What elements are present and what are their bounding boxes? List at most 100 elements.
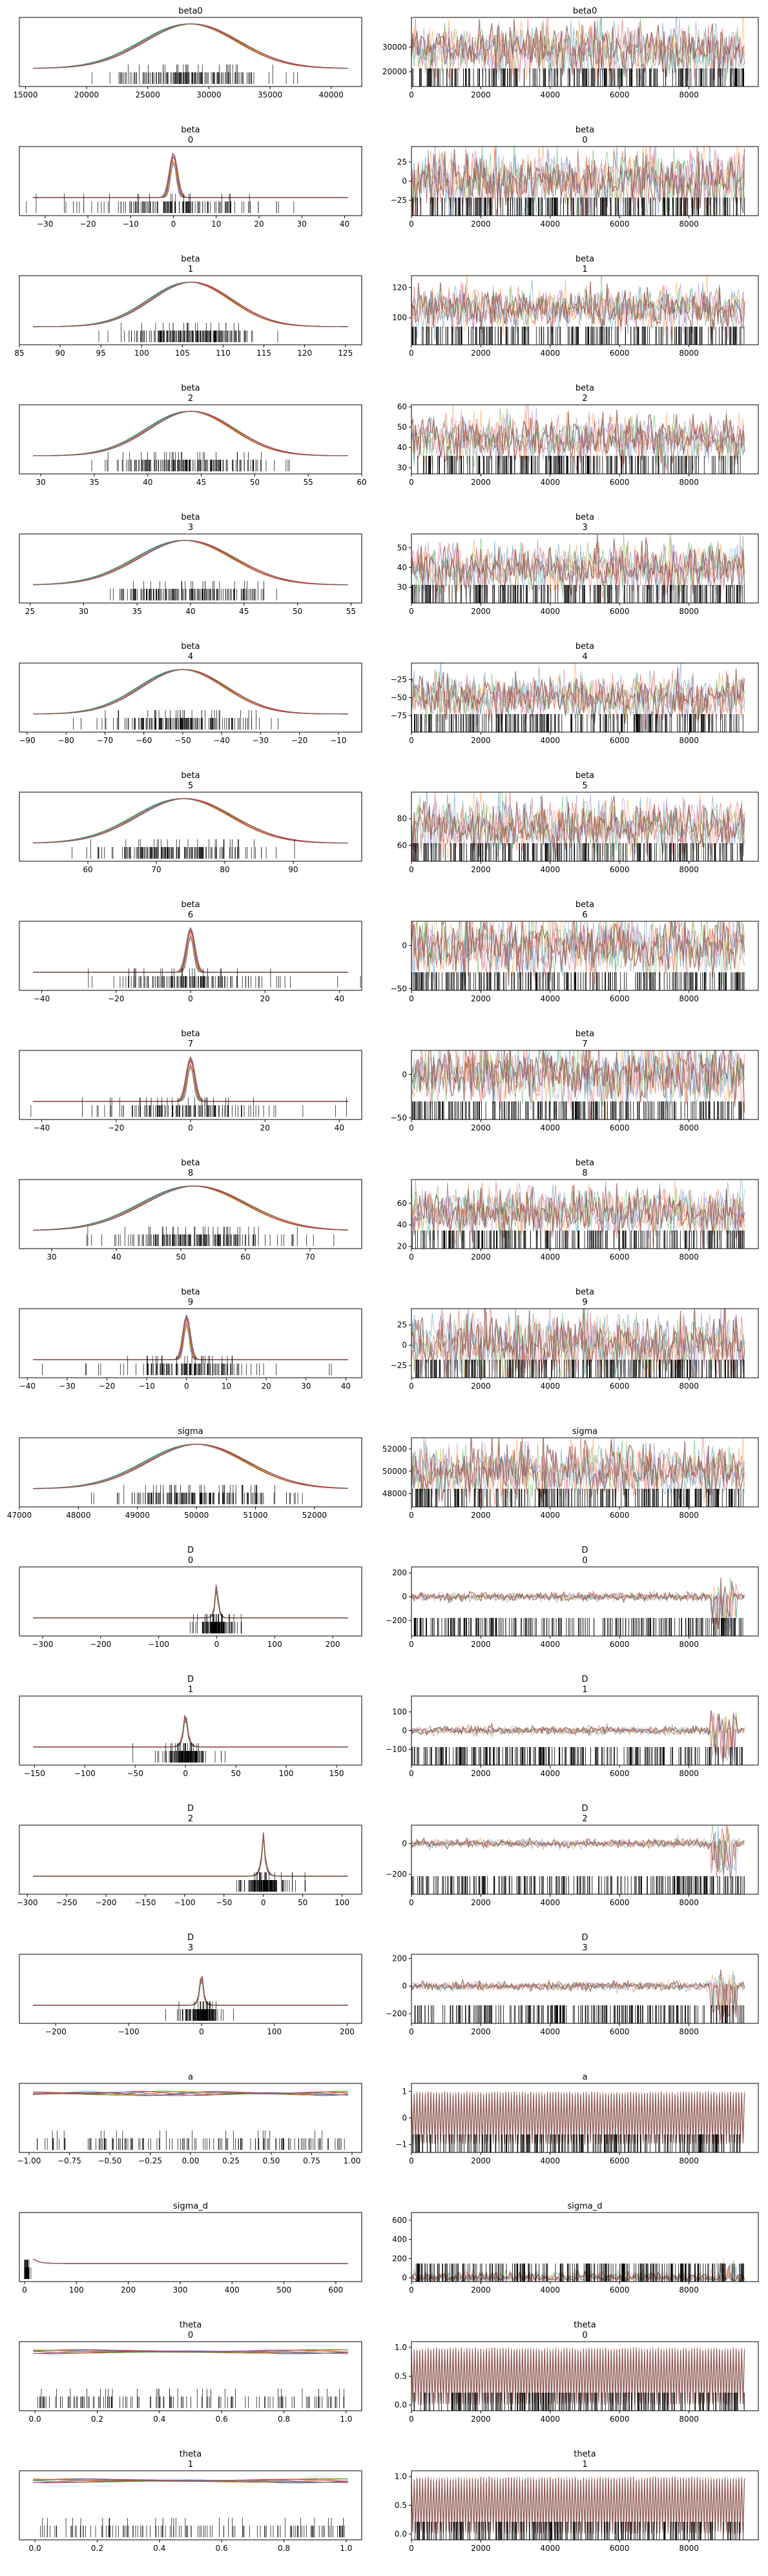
density-xtick-label: 40: [185, 607, 195, 616]
density-xtick-label: 30: [36, 478, 45, 487]
trace-xtick-label: 4000: [541, 349, 561, 358]
rug-marks: [86, 1227, 335, 1246]
trace-xtick-label: 2000: [471, 1123, 491, 1132]
density-xtick-label: 60: [240, 1252, 250, 1262]
rug-marks: [92, 65, 298, 84]
density-xtick-label: 40: [143, 478, 152, 487]
density-curve-chain-1: [33, 669, 348, 715]
trace-ytick-label: 60: [397, 1199, 407, 1208]
trace-rug-marks: [411, 327, 745, 345]
trace-xtick-label: 2000: [471, 220, 491, 229]
trace-xtick-label: 8000: [679, 220, 699, 229]
trace-ytick-label: 30: [397, 583, 407, 592]
trace-title: beta: [576, 513, 594, 522]
trace-xtick-label: 8000: [679, 349, 699, 358]
rug-marks: [26, 194, 295, 213]
density-curve-chain-5: [33, 1314, 348, 1360]
density-xtick-label: −20: [99, 1382, 115, 1391]
density-title: beta: [181, 642, 200, 651]
density-curve-chain-2: [33, 1185, 348, 1231]
density-xtick-label: −20: [291, 736, 307, 745]
trace-title: beta: [576, 383, 594, 393]
density-xtick-label: −70: [97, 736, 113, 745]
rug-marks: [73, 710, 279, 730]
density-xtick-label: 20: [261, 1382, 271, 1391]
trace-frame: [411, 1179, 759, 1249]
trace-xtick-label: 8000: [679, 478, 699, 487]
density-curve-chain-1: [33, 1185, 348, 1231]
trace-rug-marks: [411, 972, 745, 990]
trace-xtick-label: 6000: [610, 1123, 630, 1132]
density-curve-chain-4: [33, 1185, 348, 1231]
rug-marks: [88, 968, 361, 988]
density-curve-chain-2: [33, 669, 348, 715]
trace-line-chain-5: [411, 1309, 745, 1378]
trace-xtick-label: 4000: [541, 220, 561, 229]
trace-lines: [411, 1309, 745, 1378]
trace-xtick-label: 4000: [541, 1252, 561, 1262]
density-panel: beta0 15000 20000 25000 30000 35000 40000: [13, 6, 362, 99]
density-curve-chain-4: [33, 540, 348, 586]
density-xtick-label: 40: [335, 1123, 344, 1132]
trace-rug-marks: [411, 1231, 745, 1249]
trace-title: beta: [576, 1158, 594, 1168]
density-xtick-label: −10: [330, 736, 346, 745]
density-xtick-label: 60: [357, 478, 366, 487]
trace-rug-marks: [412, 198, 745, 216]
density-curve-chain-3: [33, 798, 348, 844]
density-curve-chain-5: [33, 1185, 348, 1231]
trace-title: beta: [576, 642, 594, 651]
density-curve-chain-0: [33, 281, 348, 327]
trace-xtick-label: 0: [409, 1252, 414, 1262]
density-title: 8: [188, 1169, 193, 1178]
trace-ytick-label: −25: [391, 675, 407, 684]
trace-rug-marks: [411, 68, 744, 87]
trace-title: beta: [576, 1287, 594, 1297]
trace-xtick-label: 8000: [679, 1252, 699, 1262]
trace-line-chain-3: [411, 1050, 745, 1119]
density-curve-chain-5: [33, 1056, 348, 1102]
trace-title: 1: [582, 265, 587, 274]
trace-xtick-label: 6000: [610, 349, 630, 358]
density-xtick-label: 40: [111, 1252, 121, 1262]
trace-xtick-label: 8000: [679, 607, 699, 616]
trace-title: 6: [582, 910, 587, 920]
trace-title: 0: [582, 136, 587, 145]
trace-xtick-label: 4000: [541, 90, 561, 99]
density-xtick-label: 110: [216, 349, 231, 358]
density-xtick-label: 20000: [74, 90, 99, 99]
trace-ytick-label: 0: [402, 1070, 407, 1079]
rug-marks: [30, 1098, 347, 1117]
density-frame: [19, 146, 362, 216]
density-xtick-label: −80: [58, 736, 74, 745]
density-title: beta: [181, 125, 200, 135]
density-xtick-label: 0: [188, 1123, 193, 1132]
trace-line-chain-0: [411, 1050, 745, 1109]
trace-title: 7: [582, 1039, 587, 1049]
density-frame: [19, 404, 362, 475]
density-title: beta: [181, 513, 200, 522]
trace-rug-marks: [415, 1360, 745, 1378]
density-xtick-label: 95: [96, 349, 106, 358]
trace-lines: [411, 921, 745, 990]
density-xtick-label: 55: [304, 478, 313, 487]
trace-xtick-label: 8000: [679, 90, 699, 99]
trace-ytick-label: −25: [391, 196, 407, 205]
density-title: beta: [181, 1158, 200, 1168]
density-xtick-label: −40: [19, 1382, 36, 1391]
density-title: beta: [181, 383, 200, 393]
density-xtick-label: 30: [47, 1252, 56, 1262]
trace-title: beta: [576, 125, 594, 135]
density-xtick-label: 0: [171, 220, 176, 229]
density-curve-chain-0: [33, 798, 348, 844]
density-title: beta: [181, 1029, 200, 1039]
density-frame: [19, 533, 362, 604]
trace-line-chain-5: [411, 148, 745, 216]
trace-xtick-label: 8000: [679, 865, 699, 874]
